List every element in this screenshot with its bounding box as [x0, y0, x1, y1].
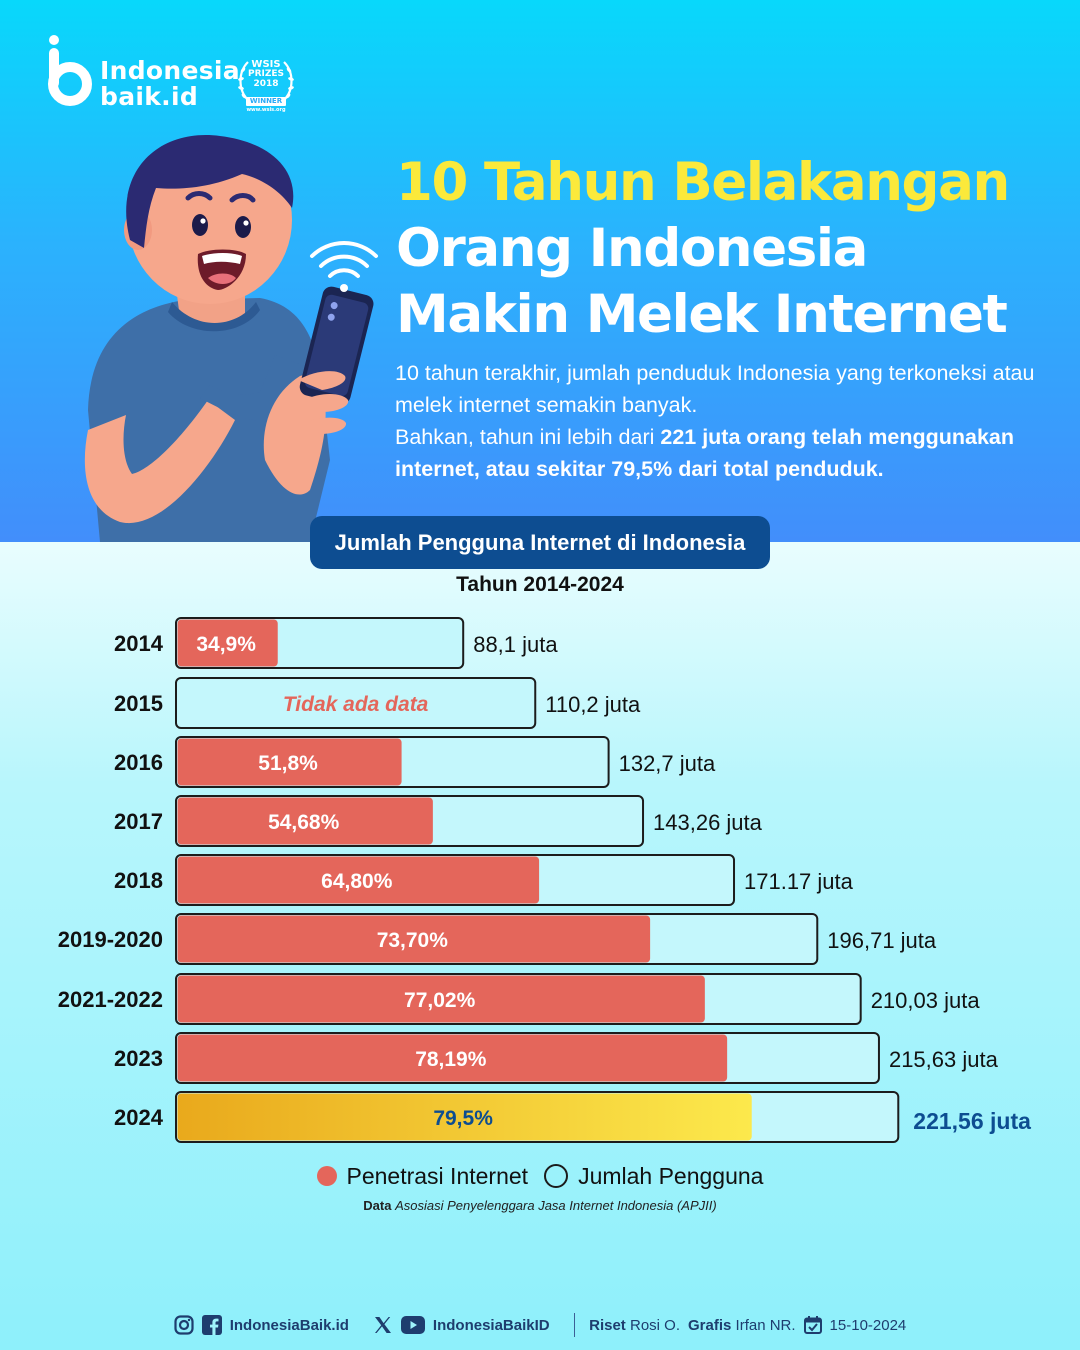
award-line5: www.wsis.org: [246, 107, 286, 113]
hero-section: Indonesia baik.id WSIS PR: [0, 0, 1080, 542]
category-label: 2017: [114, 809, 163, 834]
youtube-icon[interactable]: [400, 1316, 425, 1334]
penetration-label: 73,70%: [377, 929, 449, 952]
penetration-bar: [177, 738, 402, 786]
x-icon[interactable]: [373, 1315, 393, 1335]
penetration-bar: [177, 915, 651, 963]
penetration-label: 78,19%: [415, 1048, 487, 1071]
users-value-label: 132,7 juta: [619, 751, 716, 776]
intro-paragraph-1: 10 tahun terakhir, jumlah penduduk Indon…: [395, 361, 1035, 417]
penetration-bar: [177, 619, 278, 667]
category-label: 2015: [114, 691, 163, 716]
award-line4: WINNER: [249, 97, 283, 105]
headline-line3: Makin Melek Internet: [396, 284, 1008, 345]
headline: 10 Tahun Belakangan Orang Indonesia Maki…: [396, 150, 1066, 348]
users-value-label: 110,2 juta: [545, 692, 641, 717]
person-with-phone-illustration: [84, 135, 378, 542]
intro-paragraph-2: Bahkan, tahun ini lebih dari 221 juta or…: [395, 421, 1055, 485]
calendar-icon: [803, 1316, 822, 1334]
users-value-label: 210,03 juta: [871, 988, 981, 1013]
users-value-label: 171.17 juta: [744, 869, 854, 894]
users-bar: [175, 677, 537, 729]
chart-heading: Jumlah Pengguna Internet di Indonesia: [310, 516, 770, 569]
brand-line1: Indonesia: [100, 56, 240, 85]
penetration-label: 79,5%: [433, 1107, 493, 1130]
category-label: 2016: [114, 750, 163, 775]
footer-divider: [573, 1313, 576, 1337]
legend-swatch-penetration: [316, 1166, 337, 1186]
source-text: Asosiasi Penyelenggara Jasa Internet Ind…: [395, 1198, 717, 1213]
users-value-label: 88,1 juta: [473, 632, 558, 657]
brand-line2: baik.id: [100, 82, 199, 111]
penetration-label: 54,68%: [268, 811, 340, 834]
no-data-label: Tidak ada data: [283, 693, 429, 716]
award-line1: WSIS: [251, 59, 281, 70]
headline-line2: Orang Indonesia: [396, 218, 868, 279]
footer-handle-1[interactable]: IndonesiaBaik.id: [229, 1316, 349, 1334]
penetration-label: 51,8%: [258, 752, 318, 775]
indonesiabaik-logo-icon: [48, 35, 92, 106]
penetration-label: 77,02%: [404, 989, 476, 1012]
intro-plain: Bahkan, tahun ini lebih dari: [395, 425, 661, 449]
chart-legend: Penetrasi Internet Jumlah Pengguna: [0, 1160, 1080, 1192]
wsis-award-badge: WSIS PRIZES 2018 WINNER www.wsis.org: [234, 50, 298, 114]
source-label: Data: [363, 1198, 392, 1213]
instagram-icon[interactable]: [174, 1315, 194, 1335]
penetration-bar: [177, 975, 705, 1023]
category-label: 2019-2020: [58, 927, 163, 952]
users-value-label: 143,26 juta: [653, 810, 763, 835]
penetration-bar: [177, 1034, 728, 1082]
category-label: 2021-2022: [58, 987, 163, 1012]
users-value-label: 215,63 juta: [889, 1047, 999, 1072]
intro-text: 10 tahun terakhir, jumlah penduduk Indon…: [395, 357, 1055, 485]
footer-handle-2[interactable]: IndonesiaBaikID: [432, 1316, 550, 1334]
grafis-label: Grafis: [688, 1316, 732, 1334]
legend-item-penetration: Penetrasi Internet: [316, 1162, 529, 1190]
category-label: 2018: [114, 868, 163, 893]
brand-name: Indonesia baik.id: [100, 58, 240, 110]
penetration-label: 34,9%: [196, 633, 256, 656]
penetration-bar: [177, 856, 540, 904]
award-line2: PRIZES: [247, 69, 285, 79]
riset-label: Riset: [589, 1316, 626, 1334]
facebook-icon[interactable]: [201, 1315, 222, 1335]
award-line3: 2018: [253, 79, 279, 89]
brand-logo: Indonesia baik.id WSIS PR: [46, 34, 316, 114]
riset-name: Rosi O.: [629, 1316, 680, 1334]
bar-chart: 2014 34,9% 88,1 juta 2015 Tidak ada data 110,…: [58, 617, 1031, 1143]
legend-item-users: Jumlah Pengguna: [544, 1163, 763, 1190]
footer-credit-grafis: Grafis Irfan NR.: [688, 1317, 796, 1334]
footer-credit-riset: Riset Rosi O.: [589, 1317, 680, 1334]
grafis-name: Irfan NR.: [735, 1316, 796, 1334]
data-source: Data Asosiasi Penyelenggara Jasa Interne…: [0, 1198, 1080, 1213]
category-label: 2024: [114, 1105, 164, 1130]
laurel-icon: [238, 61, 294, 106]
chart-subheading: Tahun 2014-2024: [456, 573, 624, 596]
penetration-bar: [177, 797, 433, 845]
users-value-label: 221,56 juta: [913, 1108, 1031, 1134]
legend-label-penetration: Penetrasi Internet: [346, 1162, 529, 1189]
intro-bold: 221 juta orang telah menggunakan interne…: [395, 425, 1014, 481]
footer: IndonesiaBaik.id IndonesiaBaikID Riset R…: [0, 1312, 1080, 1338]
headline-line1: 10 Tahun Belakangan: [396, 152, 1010, 213]
category-label: 2023: [114, 1046, 163, 1071]
category-label: 2014: [114, 631, 164, 656]
wifi-icon: [310, 241, 378, 292]
legend-swatch-users: [544, 1164, 569, 1188]
legend-label-users: Jumlah Pengguna: [578, 1162, 764, 1189]
users-value-label: 196,71 juta: [827, 928, 937, 953]
penetration-label: 64,80%: [321, 870, 393, 893]
penetration-bar: [177, 1093, 752, 1141]
footer-date: 15-10-2024: [829, 1316, 907, 1334]
